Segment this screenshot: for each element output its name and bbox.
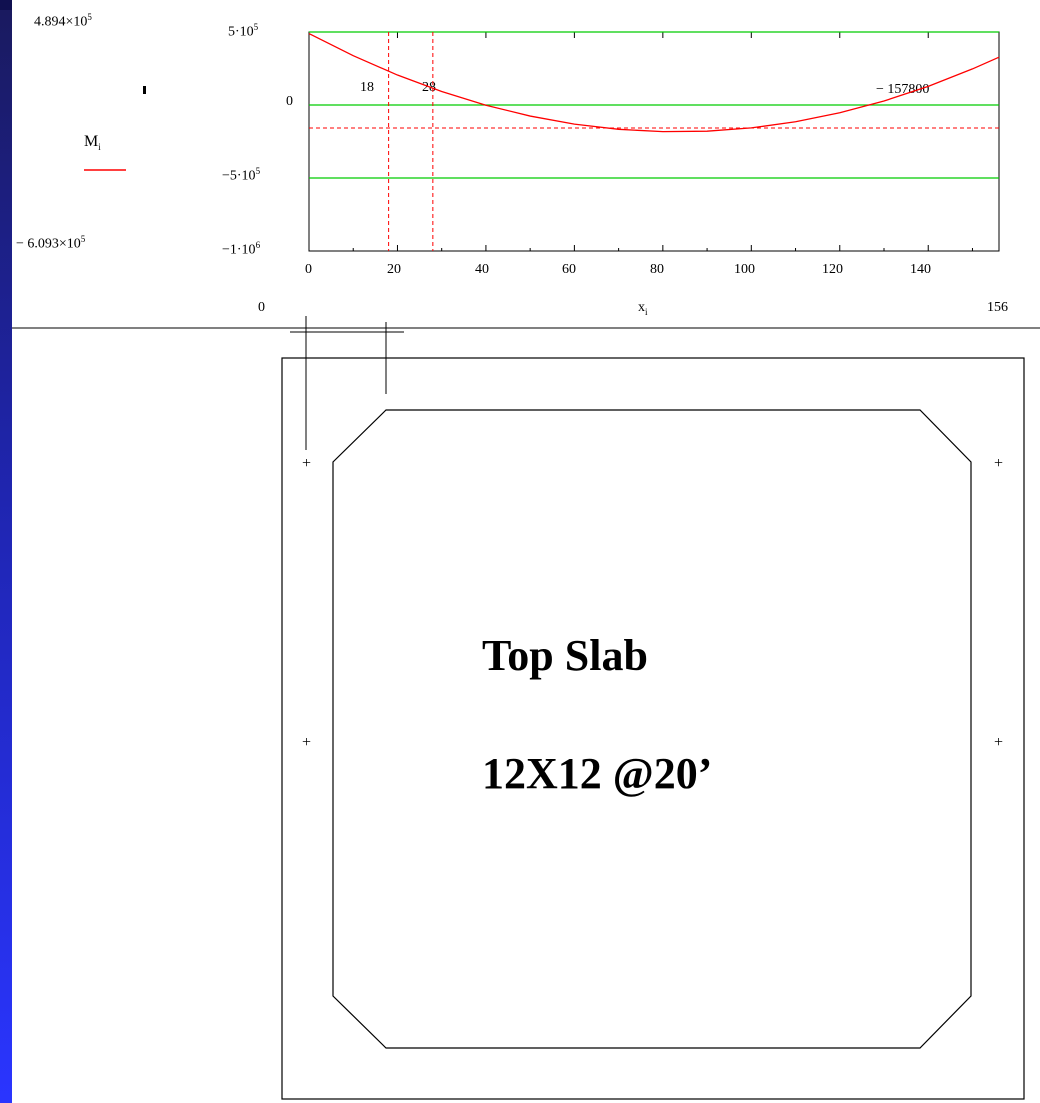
guide-lines <box>309 31 999 251</box>
x-axis-label: xi <box>638 300 648 317</box>
y-axis-max-value: 4.894×105 <box>34 12 92 30</box>
axis-ticks <box>308 32 973 251</box>
slide-content-area <box>12 0 1040 1103</box>
y-tick-label: 5·105 <box>228 22 259 40</box>
y-tick-label: −1·106 <box>222 240 261 258</box>
slab-title: Top Slab <box>482 631 648 680</box>
zero-crossing-annotation: − 157800 <box>876 82 930 97</box>
y-axis-min-value: − 6.093×105 <box>16 234 86 252</box>
corner-cross-marker: + <box>302 455 312 472</box>
corner-cross-marker: + <box>302 734 312 751</box>
plot-frame <box>308 31 1000 252</box>
slab-subtitle: 12X12 @20’ <box>482 749 713 798</box>
marker-label-18: 18 <box>360 80 374 95</box>
x-tick-label: 40 <box>475 262 489 277</box>
x-range-min: 0 <box>258 300 265 315</box>
moment-curve <box>308 32 1000 133</box>
x-tick-label: 60 <box>562 262 576 277</box>
y-tick-label: 0 <box>286 94 293 109</box>
y-tick-label: −5·105 <box>222 166 261 184</box>
x-tick-label: 120 <box>822 262 843 277</box>
corner-cross-marker: + <box>994 734 1004 751</box>
x-tick-label: 140 <box>910 262 931 277</box>
legend-marker <box>143 86 146 94</box>
slab-outer-boundary <box>281 357 1025 1100</box>
x-tick-label: 100 <box>734 262 755 277</box>
x-tick-label: 20 <box>387 262 401 277</box>
x-range-max: 156 <box>987 300 1008 315</box>
slab-inner-opening <box>332 409 972 1049</box>
corner-cross-marker: + <box>994 455 1004 472</box>
legend-label: Mi <box>84 133 101 153</box>
x-tick-label: 0 <box>305 262 312 277</box>
x-tick-label: 80 <box>650 262 664 277</box>
